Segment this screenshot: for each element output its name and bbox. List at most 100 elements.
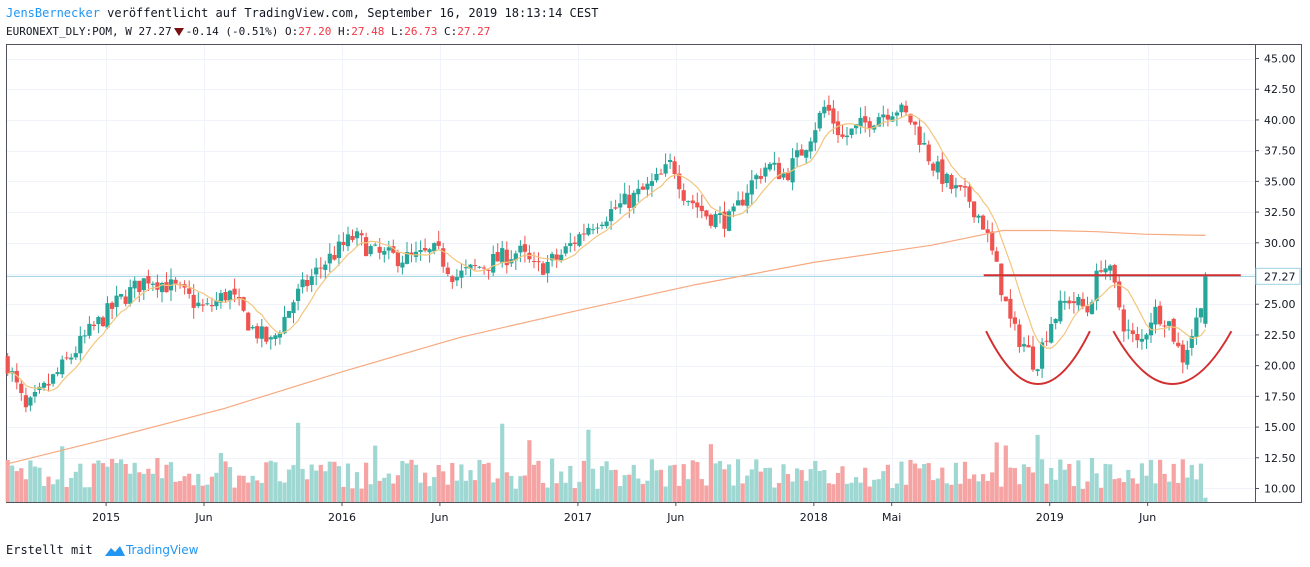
candle-body <box>391 246 396 253</box>
volume-bar <box>699 479 704 502</box>
volume-bar <box>336 466 341 502</box>
candle-body <box>105 303 110 328</box>
candle-body <box>863 116 868 123</box>
candle-body <box>246 312 251 331</box>
volume-bar <box>504 472 509 502</box>
volume-bar <box>382 477 387 502</box>
volume-bar <box>132 462 137 502</box>
candle-body <box>681 190 686 201</box>
candle-body <box>1126 329 1131 331</box>
price-tick-label: 22.50 <box>1264 329 1296 342</box>
volume-bar <box>1099 487 1104 502</box>
time-tick-label: 2016 <box>328 511 356 524</box>
candle-body <box>913 121 918 125</box>
price-tick-label: 35.00 <box>1264 175 1296 188</box>
volume-bar <box>477 459 482 502</box>
volume-bar <box>894 483 899 502</box>
volume-bar <box>1108 464 1113 502</box>
volume-bar <box>241 475 246 502</box>
candle-body <box>668 160 673 162</box>
time-axis[interactable]: 2015 Jun 2016 Jun 2017 Jun 2018 Mai 2019 Jun <box>92 502 1156 524</box>
volume-bar <box>1021 464 1027 502</box>
candle-body <box>999 263 1004 296</box>
volume-bar <box>1180 459 1185 502</box>
candle-body <box>91 324 96 326</box>
volume-bar <box>518 476 523 502</box>
candle-body <box>500 248 505 263</box>
volume-bar <box>908 459 913 502</box>
candle-body <box>813 130 818 143</box>
volume-bar <box>164 464 169 502</box>
volume-bar <box>187 473 192 502</box>
volume-bar <box>1162 473 1167 502</box>
last-price: 27.27 <box>138 25 172 38</box>
volume-bar <box>341 486 346 502</box>
price-change-percent: (-0.51%) <box>225 25 279 38</box>
candle-body <box>758 176 763 179</box>
volume-bar <box>844 483 850 502</box>
price-tick-label: 25.00 <box>1264 298 1296 311</box>
volume-bar <box>123 464 128 502</box>
volume-bar <box>491 482 496 502</box>
volume-bar <box>686 479 691 502</box>
volume-bar <box>531 464 537 502</box>
candle-body <box>1026 344 1031 348</box>
volume-bar <box>536 460 541 502</box>
price-axis[interactable]: 45.0042.5040.0037.5035.0032.5030.0027.50… <box>1255 53 1301 496</box>
candle-body <box>164 282 169 293</box>
volume-bar <box>495 478 500 502</box>
volume-bar <box>740 483 745 502</box>
volume-bar <box>1026 467 1031 502</box>
published-info: veröffentlicht auf TradingView.com, Sept… <box>107 6 599 20</box>
candle-body <box>427 249 432 253</box>
candle-body <box>699 205 704 212</box>
candle-body <box>214 300 219 307</box>
candle-body <box>418 250 423 253</box>
volume-bar <box>994 442 999 502</box>
volume-bar <box>554 483 559 502</box>
candle-body <box>1108 265 1113 271</box>
candle-body <box>368 246 373 255</box>
volume-bar <box>917 468 922 502</box>
candle-body <box>486 269 491 271</box>
candle-body <box>491 254 496 273</box>
candle-body <box>1139 338 1144 342</box>
candle-body <box>60 359 65 375</box>
tradingview-brand-link[interactable]: TradingView <box>125 543 199 557</box>
volume-bar <box>100 463 106 502</box>
created-with-label: Erstellt mit <box>6 543 93 557</box>
candle-body <box>894 112 899 116</box>
candle-body <box>1035 369 1040 372</box>
volume-bar <box>631 464 636 502</box>
candle-body <box>1062 301 1067 303</box>
volume-bar <box>459 464 464 502</box>
candle-body <box>409 252 414 255</box>
candle-body <box>754 175 759 180</box>
candle-body <box>395 252 400 267</box>
volume-bar <box>527 440 532 502</box>
candle-body <box>51 374 56 384</box>
volume-bar <box>14 471 19 502</box>
author-link[interactable]: JensBernecker <box>6 6 100 20</box>
candle-body <box>123 296 128 304</box>
candle-body <box>173 279 178 284</box>
candle-body <box>114 295 119 307</box>
volume-bar <box>622 475 627 502</box>
volume-bar <box>1198 463 1203 502</box>
time-tick-label: Jun <box>430 511 448 524</box>
candle-body <box>590 229 596 231</box>
volume-bar <box>51 484 56 502</box>
candle-body <box>1158 305 1163 325</box>
volume-bar <box>681 464 686 502</box>
price-tick-label: 32.50 <box>1264 206 1296 219</box>
tradingview-logo-icon[interactable] <box>104 544 126 558</box>
candle-body <box>686 201 691 203</box>
volume-bar <box>604 461 609 502</box>
volume-bar <box>817 471 822 502</box>
volume-bar <box>404 463 410 502</box>
candle-body <box>631 192 636 208</box>
candle-body <box>1012 317 1017 324</box>
candle-body <box>944 173 949 183</box>
price-chart[interactable]: 45.0042.5040.0037.5035.0032.5030.0027.50… <box>0 0 1310 540</box>
volume-bar <box>858 482 863 502</box>
